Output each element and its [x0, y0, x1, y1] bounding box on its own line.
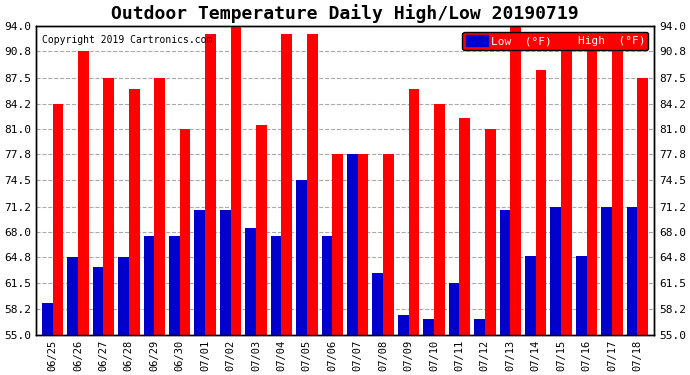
Bar: [448, 283, 460, 335]
Text: Copyright 2019 Cartronics.com: Copyright 2019 Cartronics.com: [42, 35, 213, 45]
Bar: [282, 34, 292, 335]
Bar: [78, 51, 89, 335]
Bar: [347, 154, 357, 335]
Bar: [179, 129, 190, 335]
Legend: Low  (°F), High  (°F): Low (°F), High (°F): [462, 32, 649, 50]
Bar: [307, 34, 317, 335]
Bar: [104, 78, 114, 335]
Bar: [627, 207, 638, 335]
Bar: [52, 104, 63, 335]
Bar: [256, 125, 266, 335]
Bar: [485, 129, 495, 335]
Bar: [424, 319, 434, 335]
Bar: [195, 210, 205, 335]
Bar: [246, 228, 256, 335]
Bar: [118, 257, 129, 335]
Bar: [383, 154, 394, 335]
Bar: [296, 180, 307, 335]
Bar: [535, 70, 546, 335]
Bar: [612, 51, 622, 335]
Bar: [322, 236, 333, 335]
Bar: [398, 315, 408, 335]
Bar: [220, 210, 230, 335]
Bar: [270, 236, 282, 335]
Bar: [144, 236, 155, 335]
Bar: [129, 89, 139, 335]
Bar: [357, 154, 368, 335]
Bar: [576, 256, 586, 335]
Bar: [638, 78, 648, 335]
Bar: [230, 26, 241, 335]
Bar: [511, 26, 521, 335]
Bar: [500, 210, 511, 335]
Bar: [333, 154, 343, 335]
Bar: [169, 236, 179, 335]
Bar: [408, 89, 420, 335]
Bar: [434, 104, 444, 335]
Bar: [525, 256, 535, 335]
Bar: [92, 267, 104, 335]
Bar: [474, 319, 485, 335]
Bar: [42, 303, 52, 335]
Title: Outdoor Temperature Daily High/Low 20190719: Outdoor Temperature Daily High/Low 20190…: [111, 4, 579, 23]
Bar: [460, 118, 470, 335]
Bar: [551, 207, 561, 335]
Bar: [155, 78, 165, 335]
Bar: [561, 51, 572, 335]
Bar: [601, 207, 612, 335]
Bar: [205, 34, 216, 335]
Bar: [68, 257, 78, 335]
Bar: [586, 50, 598, 335]
Bar: [373, 273, 383, 335]
